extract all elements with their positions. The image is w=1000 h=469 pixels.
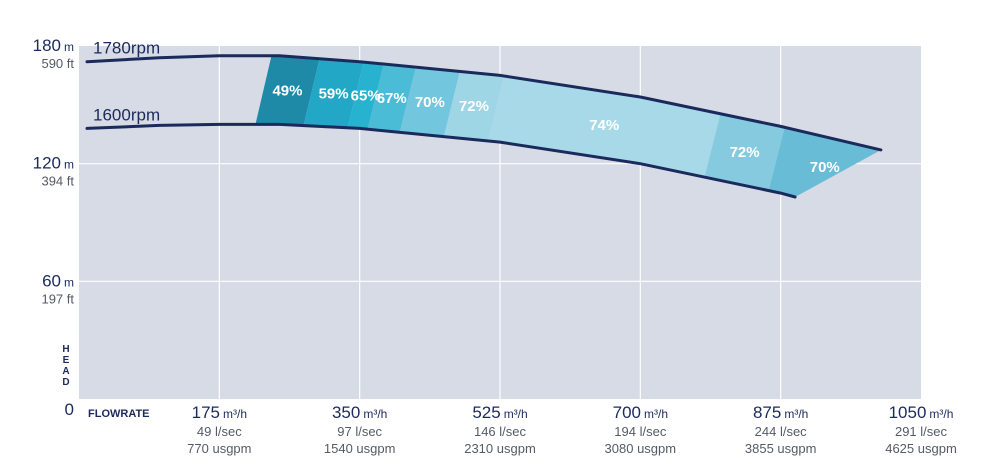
series-label: 1780rpm <box>93 39 160 58</box>
x-tick-sublabel: 770 usgpm <box>187 441 251 456</box>
efficiency-band <box>487 76 721 178</box>
x-tick-sublabel: 3080 usgpm <box>605 441 677 456</box>
efficiency-labels: 49% 59% 65%67% 70% 72% 74% 72% 70% <box>272 83 839 176</box>
efficiency-band <box>704 113 785 191</box>
y-tick-label: 0 <box>65 400 74 419</box>
efficiency-band <box>443 71 505 141</box>
efficiency-label: 65% <box>351 88 381 105</box>
y-tick-sublabel: 590 ft <box>41 56 74 71</box>
efficiency-label: 67% <box>377 90 407 107</box>
x-tick-sublabel: 3855 usgpm <box>745 441 817 456</box>
x-tick-sublabel: 194 l/sec <box>614 424 667 439</box>
y-tick-label: 180 m <box>33 36 74 55</box>
efficiency-band <box>347 62 384 130</box>
y-tick-label: 120 m <box>33 154 74 173</box>
efficiency-band <box>255 55 320 126</box>
efficiency-label: 70% <box>810 159 840 176</box>
x-tick-sublabel: 2310 usgpm <box>464 441 536 456</box>
y-tick-sublabel: 197 ft <box>41 291 74 306</box>
x-tick-label: 875 m³/h <box>753 403 808 422</box>
speed-curve <box>85 54 883 152</box>
x-tick-sublabel: 1540 usgpm <box>324 441 396 456</box>
x-tick-label: 350 m³/h <box>332 403 387 422</box>
efficiency-label: 74% <box>589 117 619 134</box>
speed-curves <box>85 54 883 199</box>
efficiency-band <box>303 58 364 128</box>
x-tick-label: 525 m³/h <box>472 403 527 422</box>
x-tick-sublabel: 4625 usgpm <box>885 441 957 456</box>
y-tick-sublabel: 394 ft <box>41 174 74 189</box>
series-labels: 1780rpm 1600rpm <box>93 39 160 125</box>
x-tick-sublabel: 97 l/sec <box>337 424 382 439</box>
y-tick-label: 60 m <box>42 271 74 290</box>
efficiency-band <box>399 67 460 137</box>
x-axis-label: FLOWRATE <box>88 408 150 420</box>
x-tick-sublabel: 49 l/sec <box>197 424 242 439</box>
efficiency-label: 49% <box>272 83 302 100</box>
efficiency-label: 70% <box>415 94 445 111</box>
series-label: 1600rpm <box>93 105 160 124</box>
x-tick-label: 175 m³/h <box>192 403 247 422</box>
x-axis-ticks: 175 m³/h 49 l/sec 770 usgpm 350 m³/h 97 l/sec 1… <box>187 403 957 456</box>
x-tick-sublabel: 291 l/sec <box>895 424 948 439</box>
efficiency-label: 59% <box>319 85 349 102</box>
efficiency-label: 72% <box>730 144 760 161</box>
x-tick-label: 700 m³/h <box>613 403 668 422</box>
x-tick-sublabel: 146 l/sec <box>474 424 527 439</box>
x-tick-label: 1050 m³/h <box>889 403 954 422</box>
x-tick-sublabel: 244 l/sec <box>755 424 808 439</box>
efficiency-label: 72% <box>459 98 489 115</box>
efficiency-band <box>367 64 416 133</box>
speed-curve <box>85 122 797 199</box>
